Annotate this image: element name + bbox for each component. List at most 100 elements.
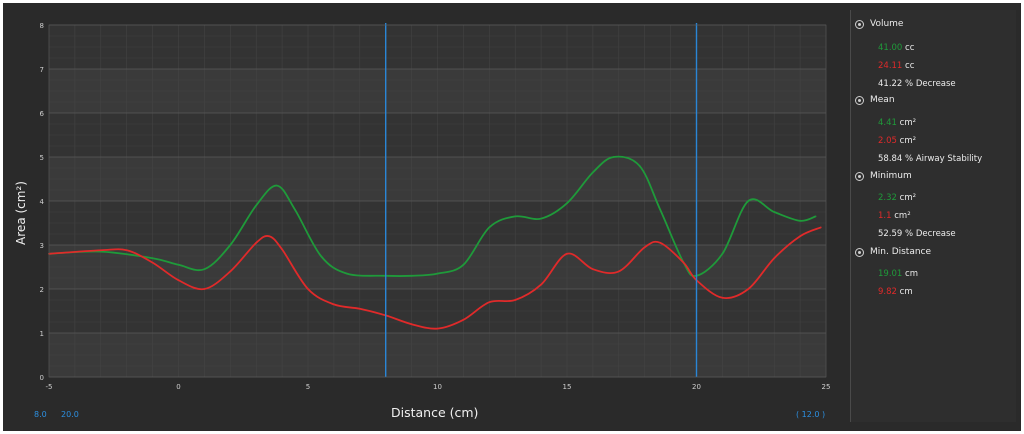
stat-row: 2.05 cm²	[878, 136, 916, 146]
data-point-green	[773, 211, 776, 213]
stat-unit: cm²	[899, 118, 917, 128]
stat-row: 2.32 cm²	[878, 193, 916, 203]
data-point-green	[203, 268, 206, 271]
data-point-green	[462, 263, 465, 266]
data-point-red	[358, 307, 361, 310]
stat-summary: 41.22 % Decrease	[878, 79, 956, 89]
expand-toggle-icon[interactable]	[855, 95, 864, 105]
data-point-red	[747, 288, 750, 290]
stat-value-red: 1.1	[878, 211, 892, 221]
x-tick-label: 25	[822, 383, 831, 391]
data-point-green	[151, 257, 154, 260]
data-point-green	[294, 208, 296, 211]
stat-row: 41.00 cc	[878, 43, 914, 53]
data-point-red	[255, 241, 258, 244]
data-point-red	[462, 318, 465, 321]
data-point-red	[540, 283, 542, 286]
data-point-green	[410, 274, 413, 277]
section-minimum[interactable]: Minimum	[855, 171, 912, 181]
y-tick-label: 3	[40, 242, 44, 250]
y-tick-label: 2	[40, 286, 44, 294]
data-point-red	[488, 301, 491, 304]
data-point-red	[566, 252, 568, 255]
y-tick-label: 4	[40, 198, 45, 206]
y-tick-label: 1	[40, 330, 44, 338]
data-point-green	[612, 156, 615, 158]
expand-toggle-icon[interactable]	[855, 19, 864, 29]
x-tick-label: 5	[306, 383, 310, 391]
expand-toggle-icon[interactable]	[855, 171, 864, 181]
stat-unit: cm²	[899, 136, 917, 146]
series-line-green	[48, 155, 816, 277]
stat-value-green: 19.01	[878, 269, 903, 279]
stat-summary: 58.84 % Airway Stability	[878, 154, 983, 164]
stat-unit: cm²	[899, 193, 917, 203]
data-point-green	[814, 215, 817, 218]
stat-unit: cm	[905, 269, 919, 279]
data-point-red	[410, 323, 413, 326]
section-title: Volume	[870, 19, 904, 29]
data-point-red	[281, 248, 283, 251]
x-axis-label: Distance (cm)	[391, 405, 479, 420]
stat-value-green: 2.32	[878, 193, 897, 203]
data-point-red	[617, 270, 620, 273]
data-point-green	[566, 202, 568, 205]
stats-panel: Volume 41.00 cc 24.11 cc 41.22 % Decreas…	[850, 10, 1016, 422]
section-volume[interactable]: Volume	[855, 19, 903, 29]
expand-toggle-icon[interactable]	[855, 247, 864, 257]
data-point-green	[276, 184, 278, 187]
data-point-green	[345, 272, 348, 275]
stat-row: 19.01 cm	[878, 269, 918, 279]
range-end-label: 20.0	[61, 410, 79, 419]
data-point-red	[307, 288, 309, 290]
data-point-green	[514, 215, 517, 218]
data-point-green	[721, 252, 724, 255]
data-point-green	[229, 244, 232, 246]
stat-summary: 52.59 % Decrease	[878, 229, 956, 239]
section-title: Mean	[870, 95, 895, 105]
x-tick-label: 10	[433, 383, 442, 391]
data-point-green	[540, 217, 542, 220]
range-length-label: ( 12.0 )	[796, 410, 826, 419]
data-point-red	[229, 270, 232, 273]
data-point-red	[819, 226, 822, 229]
x-tick-label: 0	[176, 383, 180, 391]
stat-row: 9.82 cm	[878, 287, 913, 297]
stat-row: 1.1 cm²	[878, 211, 911, 221]
data-point-red	[514, 299, 517, 301]
stat-value-green: 4.41	[878, 118, 897, 128]
data-point-green	[436, 272, 439, 275]
data-point-red	[99, 249, 102, 252]
data-point-red	[799, 235, 801, 238]
stat-value-red: 2.05	[878, 136, 897, 146]
section-min-distance[interactable]: Min. Distance	[855, 247, 931, 257]
plot-border	[48, 24, 827, 378]
stat-value-red: 9.82	[878, 287, 897, 297]
x-tick-label: -5	[46, 383, 53, 391]
data-point-red	[659, 241, 662, 244]
chart-window: 0 1 2 3 4 5 6 7 8 -5 0 5 10 15 20 25 Area (cm²) Distanc…	[3, 3, 1021, 431]
data-point-green	[320, 255, 322, 257]
data-point-red	[177, 279, 180, 282]
stat-value-green: 41.00	[878, 43, 903, 53]
stat-row: 4.41 cm²	[878, 118, 916, 128]
data-point-red	[643, 246, 646, 249]
data-point-red	[721, 296, 724, 299]
y-tick-label: 7	[40, 66, 44, 74]
data-point-green	[659, 208, 662, 211]
data-point-green	[255, 204, 258, 207]
data-point-green	[177, 263, 180, 266]
y-tick-label: 0	[40, 374, 44, 382]
data-point-red	[333, 303, 335, 306]
data-point-red	[151, 261, 154, 264]
x-tick-label: 15	[563, 383, 572, 391]
y-tick-label: 8	[40, 22, 44, 30]
data-point-red	[203, 288, 206, 290]
data-point-green	[747, 200, 750, 202]
y-axis-label: Area (cm²)	[13, 181, 28, 245]
stat-unit: cm²	[894, 211, 911, 221]
data-point-red	[268, 235, 271, 238]
section-mean[interactable]: Mean	[855, 95, 895, 105]
y-tick-label: 5	[40, 154, 44, 162]
